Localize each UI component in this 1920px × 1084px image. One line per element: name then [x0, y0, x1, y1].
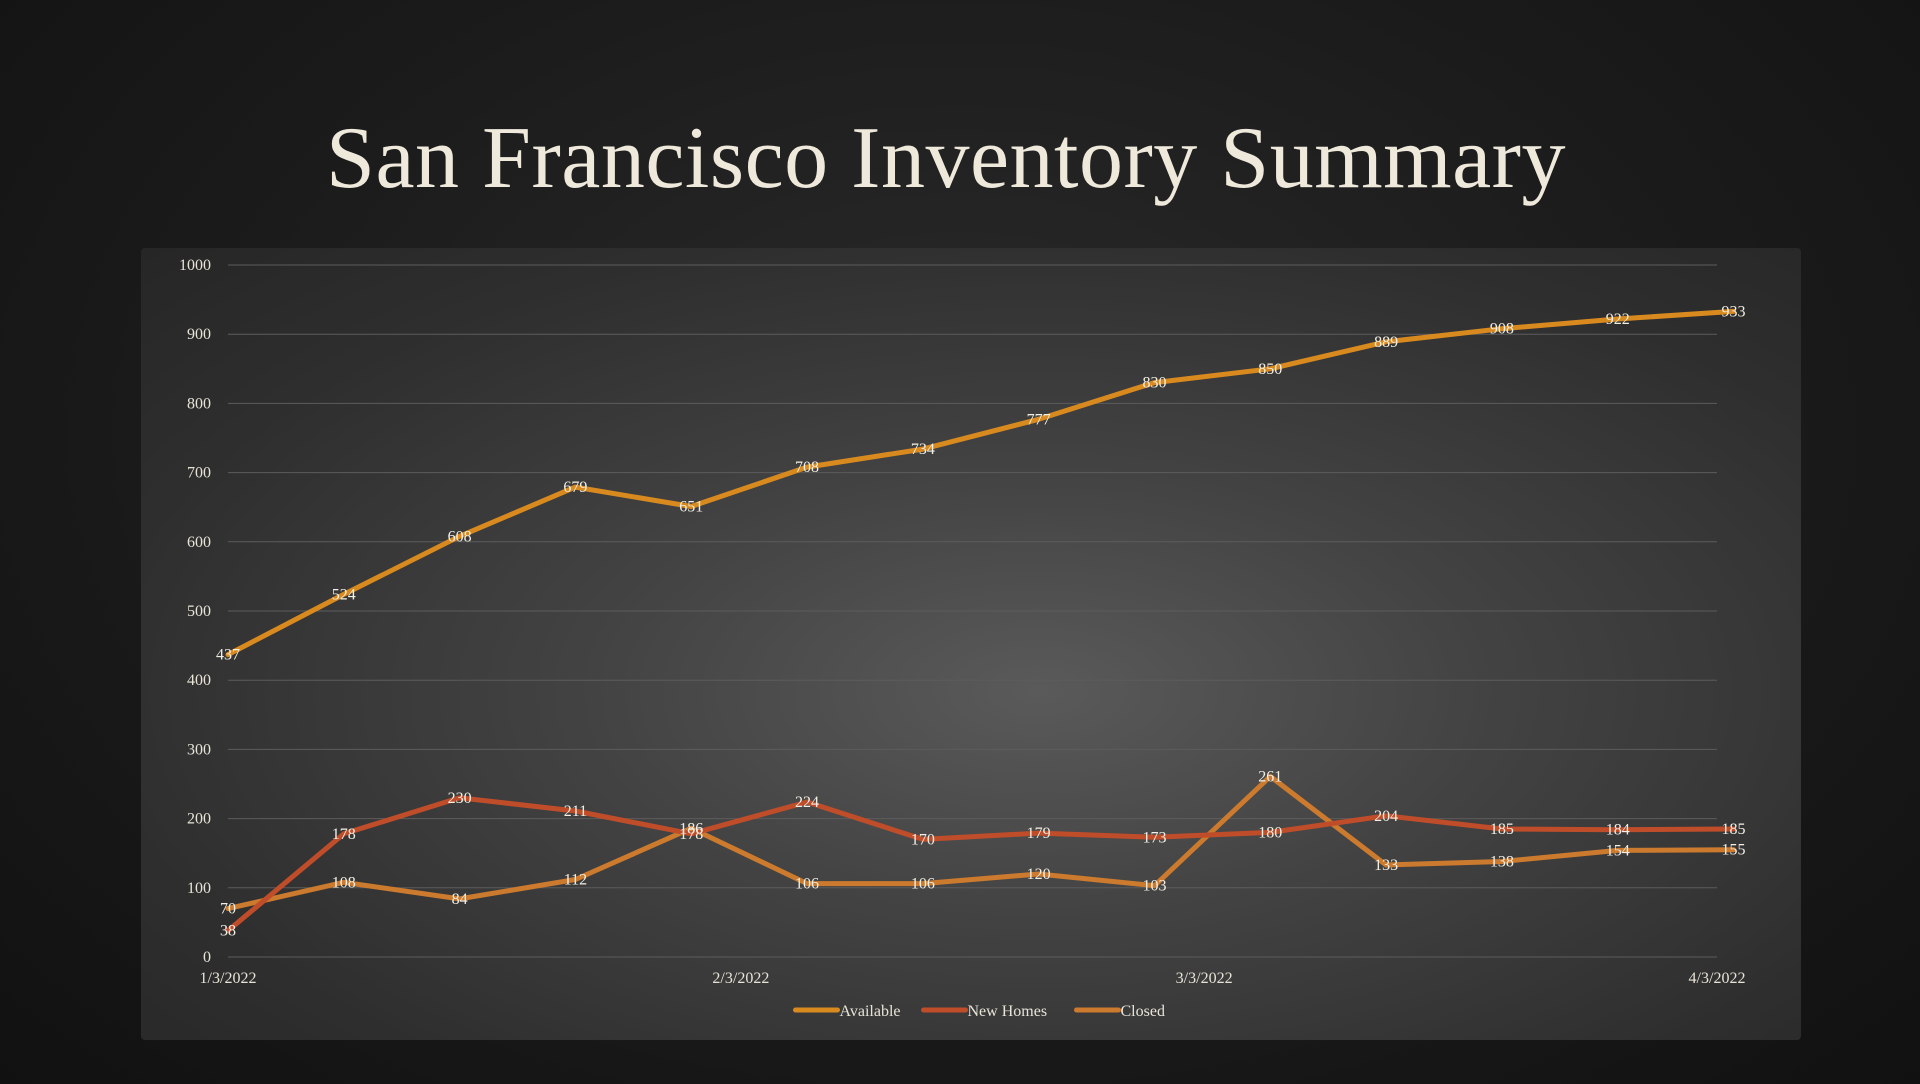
data-label-closed: 70 [220, 901, 236, 918]
data-label-closed: 120 [1027, 866, 1051, 883]
y-tick-label: 600 [187, 534, 211, 551]
series-lines [225, 308, 1736, 934]
data-label-new-homes: 230 [448, 790, 472, 807]
slide-title: San Francisco Inventory Summary [326, 110, 1566, 207]
series-line-closed [225, 773, 1736, 912]
data-label-available: 933 [1722, 303, 1746, 320]
data-label-closed: 112 [564, 871, 587, 888]
data-label-new-homes: 170 [911, 831, 935, 848]
data-label-new-homes: 178 [332, 826, 356, 843]
data-label-new-homes: 185 [1490, 821, 1514, 838]
y-tick-label: 0 [203, 949, 211, 966]
data-label-new-homes: 179 [1027, 825, 1051, 842]
data-label-available: 679 [563, 479, 587, 496]
x-tick-label: 2/3/2022 [712, 970, 769, 987]
legend: Available New Homes Closed [793, 1003, 1165, 1020]
data-label-closed: 138 [1490, 854, 1514, 871]
series-line-new-homes [225, 795, 1736, 934]
data-label-available: 908 [1490, 321, 1514, 338]
data-label-available: 524 [332, 586, 356, 603]
data-label-available: 651 [679, 499, 703, 516]
data-label-available: 734 [911, 441, 935, 458]
data-label-available: 830 [1142, 375, 1166, 392]
x-tick-label: 4/3/2022 [1689, 970, 1746, 987]
data-label-closed: 186 [679, 820, 703, 837]
x-tick-label: 3/3/2022 [1176, 970, 1233, 987]
legend-label-new-homes: New Homes [968, 1003, 1048, 1020]
data-label-closed: 103 [1142, 878, 1166, 895]
data-label-available: 608 [448, 528, 472, 545]
data-label-closed: 108 [332, 874, 356, 891]
data-label-new-homes: 173 [1142, 829, 1166, 846]
series-line-available [225, 308, 1736, 658]
y-tick-label: 1000 [179, 257, 211, 274]
data-label-closed: 155 [1722, 842, 1746, 859]
y-tick-label: 700 [187, 465, 211, 482]
data-label-closed: 106 [795, 876, 819, 893]
data-label-new-homes: 204 [1374, 808, 1398, 825]
y-tick-label: 900 [187, 326, 211, 343]
data-label-closed: 106 [911, 876, 935, 893]
data-label-available: 708 [795, 459, 819, 476]
data-label-new-homes: 185 [1722, 821, 1746, 838]
y-tick-label: 100 [187, 880, 211, 897]
chart-panel: 0 100 200 300 400 500 600 700 800 900 1000 1/3/202… [141, 248, 1801, 1040]
legend-label-closed: Closed [1121, 1003, 1165, 1020]
data-label-closed: 154 [1606, 842, 1630, 859]
y-tick-label: 200 [187, 811, 211, 828]
data-label-new-homes: 211 [564, 803, 587, 820]
data-label-available: 437 [216, 647, 240, 664]
data-label-new-homes: 38 [220, 923, 236, 940]
data-label-new-homes: 224 [795, 794, 819, 811]
data-label-available: 922 [1606, 311, 1630, 328]
data-labels: 70 108 84 112 186 106 106 120 103 261 133 138 154 155… [216, 303, 1746, 939]
data-label-available: 850 [1258, 361, 1282, 378]
data-label-available: 777 [1027, 411, 1051, 428]
line-chart: 0 100 200 300 400 500 600 700 800 900 1000 1/3/202… [179, 257, 1746, 1020]
legend-label-available: Available [840, 1003, 901, 1020]
y-tick-label: 800 [187, 395, 211, 412]
data-label-closed: 84 [452, 891, 468, 908]
data-label-new-homes: 178 [679, 826, 703, 843]
data-label-new-homes: 180 [1258, 824, 1282, 841]
data-label-new-homes: 184 [1606, 822, 1630, 839]
data-label-closed: 133 [1374, 857, 1398, 874]
y-tick-label: 300 [187, 741, 211, 758]
data-label-available: 889 [1374, 334, 1398, 351]
y-tick-label: 400 [187, 672, 211, 689]
data-label-closed: 261 [1258, 768, 1282, 785]
x-axis-tick-labels: 1/3/2022 2/3/2022 3/3/2022 4/3/2022 [200, 970, 1746, 987]
x-tick-label: 1/3/2022 [200, 970, 257, 987]
y-axis-tick-labels: 0 100 200 300 400 500 600 700 800 900 1000 [179, 257, 211, 966]
y-tick-label: 500 [187, 603, 211, 620]
